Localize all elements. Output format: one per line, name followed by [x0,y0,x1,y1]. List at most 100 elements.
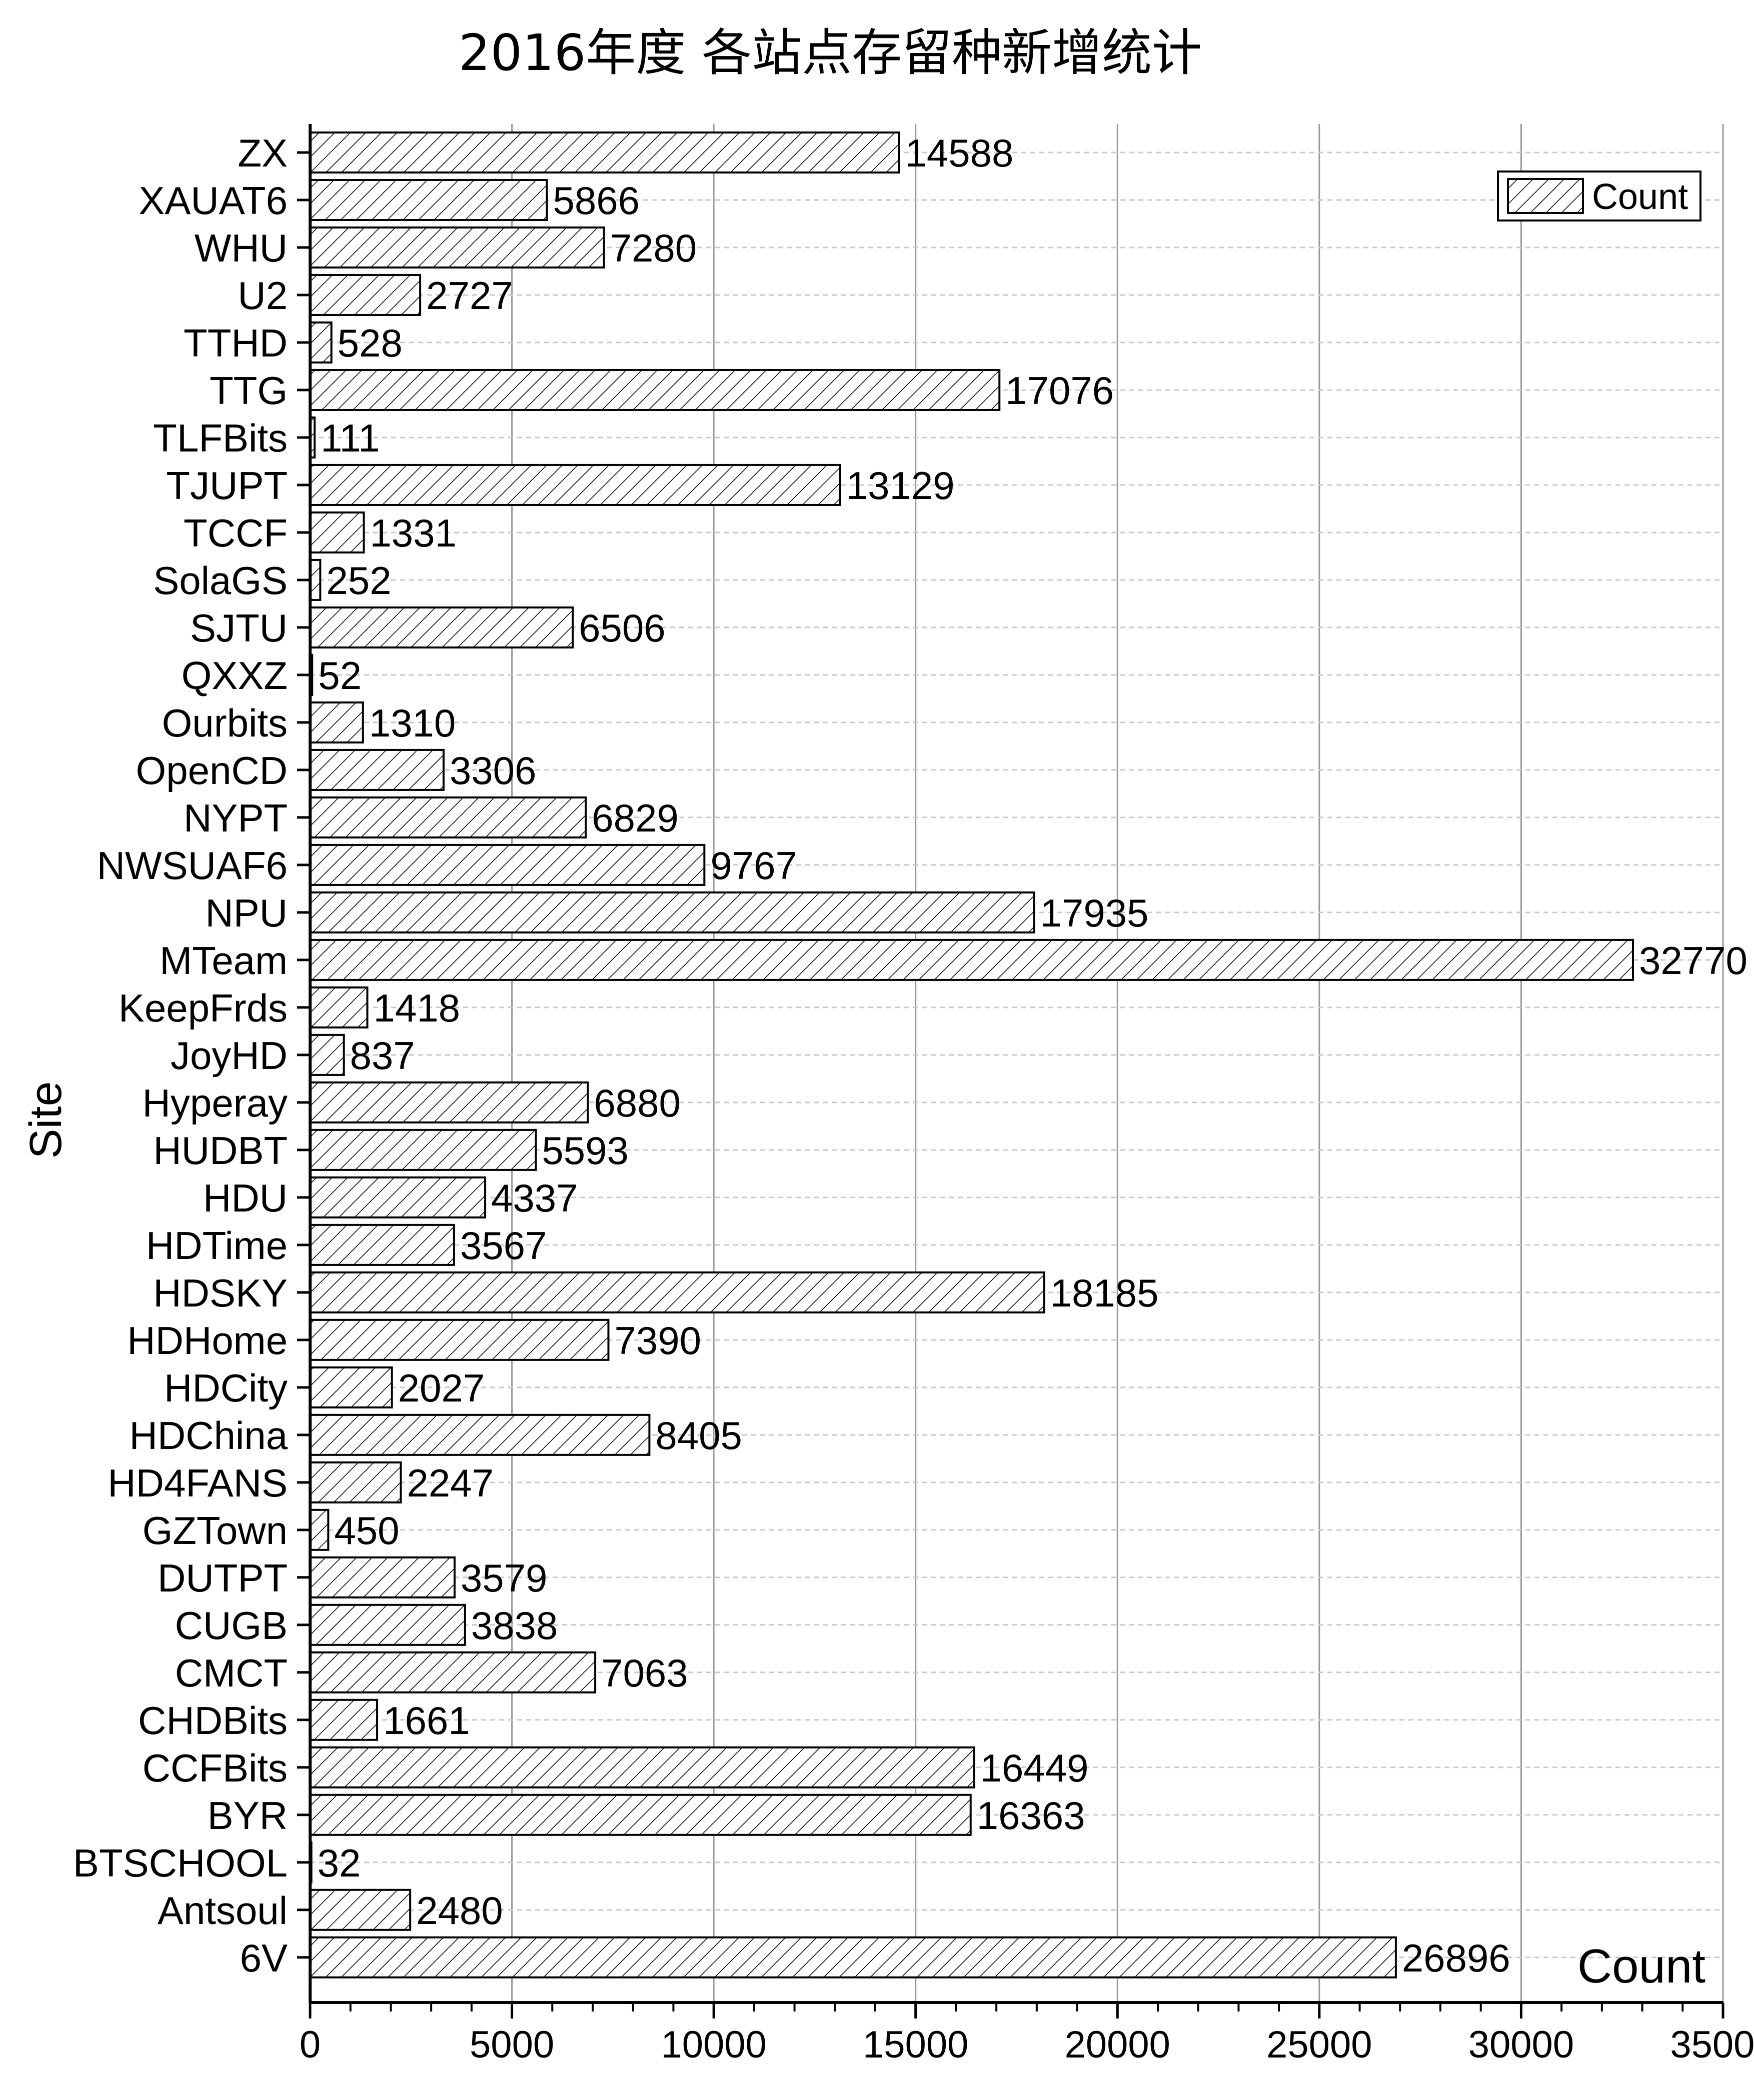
category-label: HDSKY [153,1271,288,1315]
chart-title: 2016年度 各站点存留种新增统计 [459,24,1202,82]
category-label: SolaGS [153,558,288,602]
category-label: ZX [238,131,288,175]
category-label: MTeam [160,938,288,982]
value-label: 252 [326,558,391,602]
value-label: 837 [350,1034,415,1078]
bar-ttg [309,368,1001,411]
bar-gztown [309,1508,330,1551]
value-label: 450 [334,1508,399,1552]
category-label: TJUPT [166,464,288,508]
value-label: 52 [318,654,362,698]
bar-xauat6 [309,178,548,221]
x-tick-label: 35000 [1670,2024,1754,2066]
value-label: 1310 [369,701,456,745]
value-label: 7390 [614,1318,701,1362]
bar-hdtime [309,1224,455,1266]
bar-antsoul [309,1888,412,1931]
axes [297,124,1724,2018]
x-tick-label: 15000 [863,2024,968,2066]
category-label: U2 [238,274,288,318]
value-label: 9767 [710,844,797,888]
category-label: SJTU [190,606,288,650]
bar-tthd [309,321,333,364]
bar-npu [309,891,1035,934]
bar-joyhd [309,1034,345,1076]
value-label: 16363 [977,1794,1085,1838]
category-label: KeepFrds [119,986,288,1030]
category-label: NYPT [184,796,288,840]
bar-nwsuaf6 [309,844,706,886]
value-label: 32 [318,1841,361,1885]
category-label: HDTime [146,1224,288,1268]
bar-byr [309,1794,972,1836]
category-labels: ZXXAUAT6WHUU2TTHDTTGTLFBitsTJUPTTCCFSola… [73,131,288,1980]
value-label: 7063 [601,1651,688,1695]
category-label: GZTown [143,1508,288,1552]
value-label: 1331 [370,511,457,555]
bar-tjupt [309,464,841,506]
bar-hdsky [309,1271,1045,1314]
category-label: Hyperay [143,1081,288,1125]
legend-label: Count [1592,177,1688,217]
category-label: QXXZ [182,654,288,698]
bar-hdchina [309,1414,651,1456]
bar-opencd [309,748,445,791]
category-label: TLFBits [153,416,288,460]
bar-sjtu [309,606,574,648]
category-label: HDU [203,1176,288,1220]
value-label: 16449 [980,1746,1089,1790]
bar-6v [309,1936,1397,1978]
category-label: CMCT [175,1651,288,1695]
category-label: JoyHD [171,1034,288,1078]
x-tick-label: 25000 [1266,2024,1372,2066]
category-label: DUTPT [158,1556,288,1600]
y-axis-title: Site [21,1081,71,1158]
bar-mteam [309,938,1634,981]
category-label: Antsoul [158,1888,288,1932]
value-label: 111 [321,416,380,460]
bar-hd4fans [309,1461,402,1504]
value-label: 528 [338,321,403,365]
bar-hudbt [309,1128,537,1171]
value-label: 4337 [491,1176,578,1220]
x-tick-label: 10000 [661,2024,766,2066]
value-label: 3567 [460,1224,547,1268]
legend-swatch [1507,178,1584,214]
value-label: 14588 [905,131,1013,175]
category-label: XAUAT6 [139,178,288,222]
value-label: 2027 [398,1366,485,1410]
value-label: 5593 [542,1128,629,1172]
category-label: HDChina [130,1414,288,1458]
value-label: 5866 [553,178,640,222]
category-label: WHU [195,226,288,270]
bar-keepfrds [309,986,369,1028]
bar-u2 [309,274,422,316]
value-label: 18185 [1050,1271,1159,1315]
value-label: 7280 [610,226,697,270]
value-label: 1418 [373,986,460,1030]
bar-whu [309,226,605,268]
category-label: 6V [240,1936,288,1980]
bar-nypt [309,796,587,838]
x-tick-label: 30000 [1468,2024,1574,2066]
value-label: 8405 [655,1414,742,1458]
value-label: 2480 [416,1888,503,1932]
value-label: 32770 [1639,938,1747,982]
bar-dutpt [309,1556,456,1598]
category-label: NWSUAF6 [97,844,288,888]
category-label: BYR [208,1794,288,1838]
category-label: HUDBT [153,1128,288,1172]
bar-hyperay [309,1081,589,1124]
bar-hdhome [309,1318,610,1361]
value-label: 17935 [1040,891,1149,935]
x-axis-title: Count [1577,1940,1705,1993]
category-label: OpenCD [136,748,288,792]
x-tick-label: 5000 [470,2024,554,2066]
value-label: 3838 [471,1604,558,1648]
category-label: CHDBits [138,1698,288,1742]
value-label: 26896 [1402,1936,1510,1980]
value-label: 3579 [461,1556,548,1600]
bar-cmct [309,1651,597,1694]
